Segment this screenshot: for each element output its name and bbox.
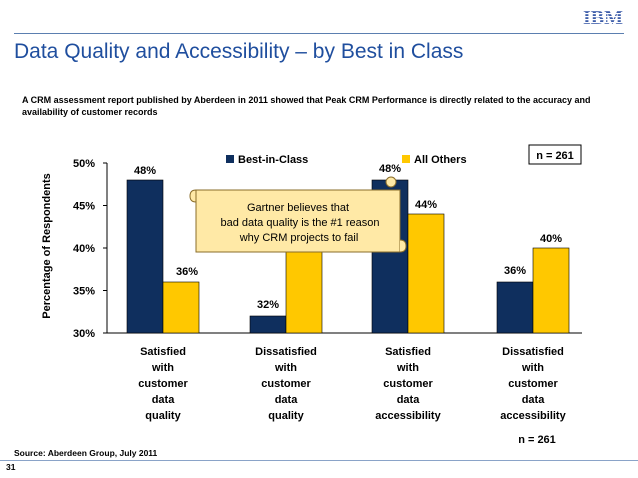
n-box-text: n = 261: [536, 150, 574, 162]
legend-label-all-others: All Others: [414, 154, 467, 166]
legend-label-best-in-class: Best-in-Class: [238, 154, 308, 166]
x-category-label: Satisfied: [385, 346, 431, 358]
bar-best-in-class: [496, 281, 534, 334]
slide-title: Data Quality and Accessibility – by Best…: [14, 40, 464, 63]
bar-value-label: 36%: [504, 265, 526, 277]
bar-best-in-class: [126, 179, 164, 334]
footer-rule: [0, 460, 638, 461]
bar-all-others: [407, 213, 445, 334]
x-category-label: with: [521, 362, 544, 374]
legend-swatch-best-in-class: [226, 155, 234, 163]
ibm-logo: IBM: [580, 7, 626, 28]
callout-line-3: why CRM projects to fail: [239, 232, 359, 244]
bar-best-in-class: [249, 315, 287, 334]
x-category-label: data: [152, 394, 176, 406]
y-tick-label: 50%: [73, 158, 95, 170]
source-note: Source: Aberdeen Group, July 2011: [14, 448, 158, 458]
x-category-label: quality: [145, 410, 181, 422]
n-box: [528, 144, 582, 165]
x-category-label: Dissatisfied: [502, 346, 564, 358]
header-rule: [14, 33, 624, 34]
x-category-label: customer: [261, 378, 311, 390]
x-category-label: data: [275, 394, 299, 406]
legend-swatch-all-others: [402, 155, 410, 163]
n-bottom-text: n = 261: [518, 434, 556, 446]
x-category-label: with: [396, 362, 419, 374]
x-category-label: data: [397, 394, 421, 406]
bar-value-label: 40%: [540, 233, 562, 245]
gartner-callout: Gartner believes that bad data quality i…: [189, 176, 407, 253]
bar-value-label: 48%: [379, 163, 401, 175]
bar-value-label: 36%: [176, 266, 198, 278]
y-tick-label: 45%: [73, 201, 95, 213]
bar-all-others: [532, 247, 570, 334]
y-tick-label: 30%: [73, 328, 95, 340]
y-tick-label: 40%: [73, 243, 95, 255]
x-category-label: with: [274, 362, 297, 374]
bar-value-label: 48%: [134, 165, 156, 177]
x-category-label: customer: [138, 378, 188, 390]
y-axis-label: Percentage of Respondents: [41, 173, 53, 318]
bar-all-others: [162, 281, 200, 334]
callout-line-2: bad data quality is the #1 reason: [220, 217, 379, 229]
slide-subtitle: A CRM assessment report published by Abe…: [22, 95, 591, 117]
x-category-label: Dissatisfied: [255, 346, 317, 358]
x-category-label: accessibility: [500, 410, 566, 422]
callout-line-1: Gartner believes that: [247, 202, 349, 214]
x-category-label: quality: [268, 410, 304, 422]
x-category-label: Satisfied: [140, 346, 186, 358]
x-category-label: accessibility: [375, 410, 441, 422]
x-category-label: data: [522, 394, 546, 406]
bar-value-label: 44%: [415, 199, 437, 211]
x-category-label: customer: [508, 378, 558, 390]
bar-value-label: 32%: [257, 299, 279, 311]
y-tick-label: 35%: [73, 286, 95, 298]
bar-chart: Percentage of Respondents 50% 45% 40% 35% 30…: [41, 144, 582, 446]
bar-all-others: [285, 247, 323, 334]
x-category-label: customer: [383, 378, 433, 390]
page-number: 31: [6, 462, 16, 472]
x-category-label: with: [151, 362, 174, 374]
